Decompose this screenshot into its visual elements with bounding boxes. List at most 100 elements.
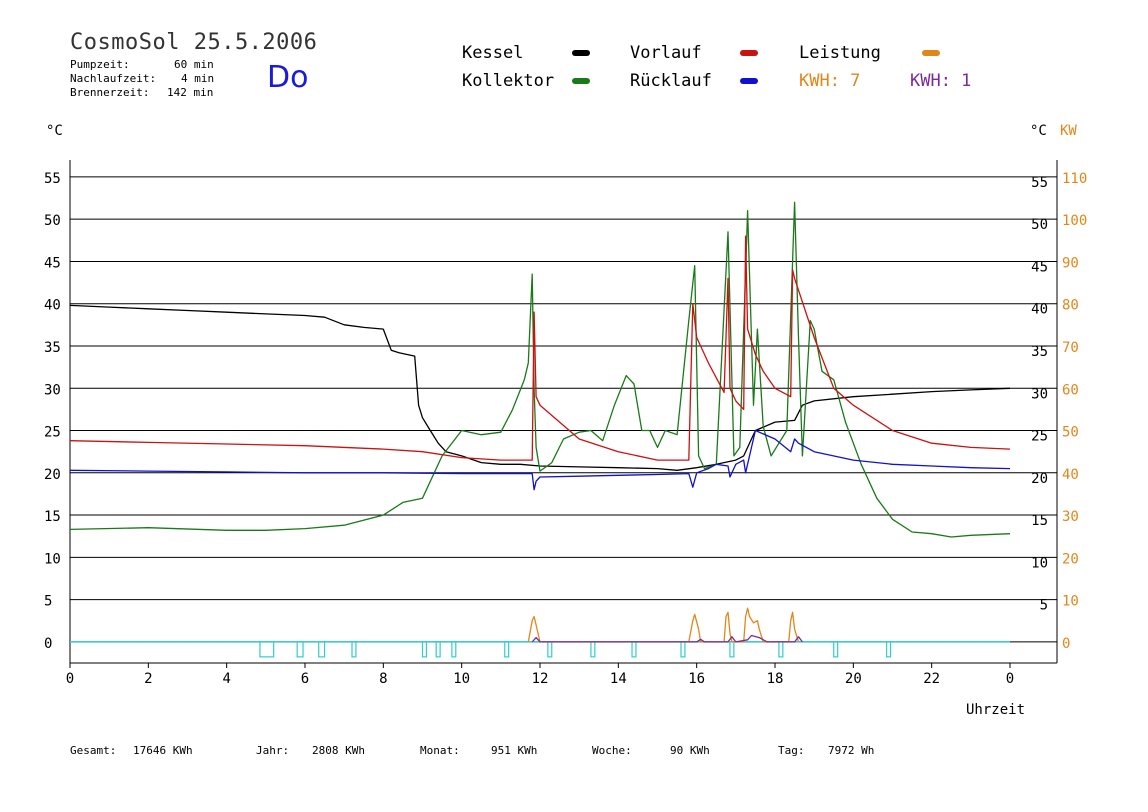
y-tick-right-c: 55 bbox=[1031, 175, 1048, 191]
y-tick-right-kw: 10 bbox=[1062, 594, 1079, 610]
pump-pulse bbox=[351, 641, 357, 658]
pump-pulse bbox=[886, 641, 892, 658]
y-tick-right-c: 40 bbox=[1031, 302, 1048, 318]
x-tick-label: 20 bbox=[845, 671, 862, 687]
x-tick-label: 0 bbox=[1006, 671, 1014, 687]
pump-pulse bbox=[504, 641, 510, 658]
x-tick-label: 8 bbox=[379, 671, 387, 687]
y-tick-left: 20 bbox=[44, 467, 61, 483]
pump-pulse bbox=[259, 641, 275, 658]
pump-pulse bbox=[451, 641, 457, 658]
pump-pulse bbox=[421, 641, 428, 658]
y-tick-right-c: 20 bbox=[1031, 471, 1048, 487]
x-axis-label: Uhrzeit bbox=[966, 702, 1026, 718]
nachlaufzeit-value: 4 min bbox=[181, 72, 215, 85]
y-tick-left: 35 bbox=[44, 340, 61, 356]
pump-pulse bbox=[296, 641, 304, 658]
legend-ruecklauf: Rücklauf bbox=[630, 71, 712, 91]
y-tick-right-c: 50 bbox=[1031, 217, 1048, 233]
pump-pulse bbox=[318, 641, 326, 658]
y-tick-left: 55 bbox=[44, 171, 61, 187]
y-tick-right-kw: 70 bbox=[1062, 340, 1079, 356]
series-line-rcklauf bbox=[69, 429, 1011, 491]
weekday-label: Do bbox=[267, 60, 309, 95]
legend-vorlauf-swatch bbox=[740, 50, 758, 56]
legend-kwh-second: KWH: 1 bbox=[910, 71, 972, 91]
series-line-kwh bbox=[531, 634, 803, 643]
nachlaufzeit-label: Nachlaufzeit: bbox=[70, 72, 157, 85]
jahr-label: Jahr: bbox=[256, 744, 290, 757]
y-tick-right-kw: 0 bbox=[1062, 636, 1070, 652]
brennerzeit-label: Brennerzeit: bbox=[70, 86, 150, 99]
y-tick-right-kw: 90 bbox=[1062, 255, 1079, 271]
pumpzeit-value: 60 min bbox=[174, 58, 214, 71]
y-tick-left: 25 bbox=[44, 425, 61, 441]
gesamt-value: 17646 KWh bbox=[133, 744, 193, 757]
y-tick-right-kw: 100 bbox=[1062, 213, 1087, 229]
pump-pulse bbox=[631, 641, 637, 658]
pump-pulse bbox=[729, 641, 735, 658]
pumpzeit-label: Pumpzeit: bbox=[70, 58, 130, 71]
pump-pulse bbox=[778, 641, 784, 658]
y-tick-right-kw: 50 bbox=[1062, 425, 1079, 441]
y-tick-right-kw: 20 bbox=[1062, 551, 1079, 567]
x-tick-label: 16 bbox=[688, 671, 705, 687]
pump-pulse bbox=[590, 641, 596, 658]
y-tick-right-c: 30 bbox=[1031, 386, 1048, 402]
series-line-kessel bbox=[69, 304, 1011, 471]
y-tick-right-c: 5 bbox=[1040, 598, 1048, 614]
y-tick-left: 15 bbox=[44, 509, 61, 525]
pump-pulse bbox=[435, 641, 441, 658]
y-tick-left: 5 bbox=[44, 594, 52, 610]
x-tick-label: 0 bbox=[66, 671, 74, 687]
y-tick-right-c: 15 bbox=[1031, 513, 1048, 529]
pump-pulse bbox=[833, 641, 839, 658]
y-tick-left: 40 bbox=[44, 298, 61, 314]
y-tick-left: 30 bbox=[44, 382, 61, 398]
y-tick-left: 45 bbox=[44, 255, 61, 271]
y-tick-left: 0 bbox=[44, 636, 52, 652]
y-tick-right-kw: 80 bbox=[1062, 298, 1079, 314]
x-tick-label: 10 bbox=[453, 671, 470, 687]
legend-kwh-total: KWH: 7 bbox=[799, 71, 861, 91]
y-tick-right-kw: 40 bbox=[1062, 467, 1079, 483]
pump-pulse bbox=[547, 641, 553, 658]
y-tick-right-c: 35 bbox=[1031, 344, 1048, 360]
woche-label: Woche: bbox=[592, 744, 632, 757]
x-tick-label: 22 bbox=[923, 671, 940, 687]
legend-vorlauf: Vorlauf bbox=[630, 43, 702, 63]
right-unit-label: °C bbox=[1030, 123, 1047, 139]
x-tick-label: 14 bbox=[610, 671, 627, 687]
x-tick-label: 4 bbox=[222, 671, 230, 687]
y-tick-left: 50 bbox=[44, 213, 61, 229]
x-tick-label: 6 bbox=[301, 671, 309, 687]
chart-title: CosmoSol 25.5.2006 bbox=[70, 30, 318, 55]
legend-kollektor: Kollektor bbox=[462, 71, 555, 91]
legend-leistung: Leistung bbox=[799, 43, 881, 63]
series-line-kollektor bbox=[69, 201, 1011, 538]
series-line-vorlauf bbox=[69, 235, 1011, 461]
monat-label: Monat: bbox=[420, 744, 460, 757]
monat-value: 951 KWh bbox=[491, 744, 538, 757]
brennerzeit-value: 142 min bbox=[167, 86, 214, 99]
y-tick-right-kw: 110 bbox=[1062, 171, 1087, 187]
legend-kollektor-swatch bbox=[572, 78, 590, 84]
x-tick-label: 2 bbox=[144, 671, 152, 687]
y-tick-left: 10 bbox=[44, 551, 61, 567]
pump-pulse bbox=[680, 641, 686, 658]
right-unit-kw-label: KW bbox=[1060, 123, 1077, 139]
tag-label: Tag: bbox=[778, 744, 805, 757]
tag-value: 7972 Wh bbox=[828, 744, 875, 757]
jahr-value: 2808 KWh bbox=[312, 744, 365, 757]
woche-value: 90 KWh bbox=[670, 744, 710, 757]
x-tick-label: 18 bbox=[767, 671, 784, 687]
legend-kessel: Kessel bbox=[462, 43, 524, 63]
y-tick-right-kw: 30 bbox=[1062, 509, 1079, 525]
y-tick-right-c: 25 bbox=[1031, 429, 1048, 445]
gesamt-label: Gesamt: bbox=[70, 744, 117, 757]
x-tick-label: 12 bbox=[532, 671, 549, 687]
legend-kessel-swatch bbox=[572, 50, 590, 56]
y-tick-right-c: 45 bbox=[1031, 259, 1048, 275]
left-unit-label: °C bbox=[46, 123, 63, 139]
